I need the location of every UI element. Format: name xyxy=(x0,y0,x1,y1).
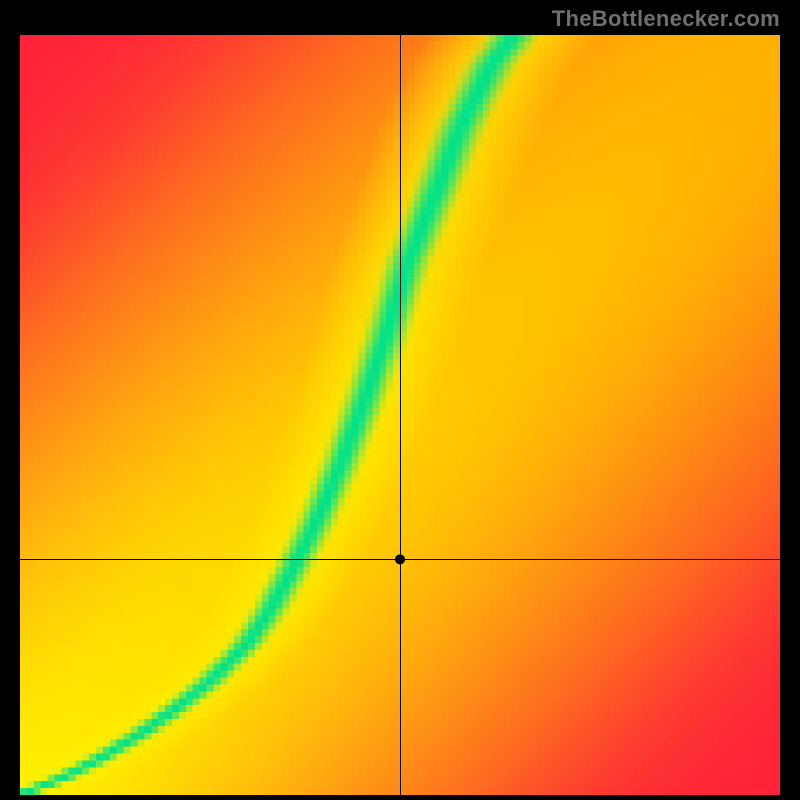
crosshair-overlay xyxy=(20,35,780,795)
plot-area xyxy=(20,35,780,795)
brand-label: TheBottlenecker.com xyxy=(552,6,780,32)
chart-container: TheBottlenecker.com xyxy=(0,0,800,800)
